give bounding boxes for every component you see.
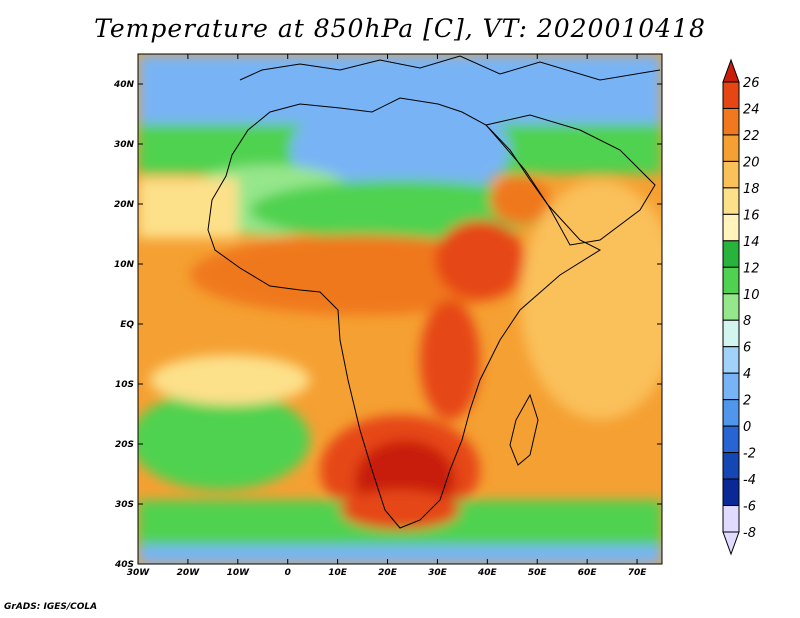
plot-frame bbox=[137, 53, 663, 565]
africa-coastline bbox=[207, 97, 602, 529]
colorbar-label: 8 bbox=[743, 314, 751, 329]
field-south-atlantic-green bbox=[138, 390, 310, 490]
colorbar-label: 4 bbox=[743, 367, 751, 382]
colorbar-label: 14 bbox=[743, 235, 760, 250]
colorbar-top-arrow bbox=[722, 58, 740, 83]
colorbar-label: 18 bbox=[743, 182, 760, 197]
colorbar-label: 26 bbox=[743, 76, 760, 91]
lat-tick-label: 10S bbox=[115, 380, 134, 390]
lon-tick-label: 30W bbox=[127, 568, 151, 578]
colorbar-label: -4 bbox=[743, 473, 756, 488]
colorbar-label: 12 bbox=[743, 261, 760, 276]
colorbar-label: 6 bbox=[743, 341, 751, 356]
colorbar-label: 22 bbox=[743, 129, 760, 144]
field-band-south-blue bbox=[138, 545, 662, 564]
colorbar-swatch bbox=[722, 240, 740, 268]
colorbar-label: 2 bbox=[743, 394, 751, 409]
field-cape-hot bbox=[340, 490, 460, 530]
lon-tick-label: 60E bbox=[578, 568, 598, 578]
lat-tick-label: EQ bbox=[120, 320, 134, 330]
map-title: Temperature at 850hPa [C], VT: 202001041… bbox=[94, 14, 706, 43]
colorbar-swatch bbox=[722, 293, 740, 321]
lon-tick-label: 20W bbox=[177, 568, 201, 578]
colorbar-swatch bbox=[722, 372, 740, 401]
lat-tick-label: 30S bbox=[115, 500, 134, 510]
colorbar-swatch bbox=[722, 505, 740, 533]
colorbar-label: 24 bbox=[743, 102, 760, 117]
temperature-field bbox=[138, 54, 662, 564]
lon-tick-label: 30E bbox=[428, 568, 448, 578]
colorbar-swatch bbox=[722, 399, 740, 427]
lon-tick-label: 20E bbox=[378, 568, 398, 578]
lat-tick-label: 30N bbox=[114, 140, 135, 150]
colorbar-swatch bbox=[722, 81, 740, 109]
colorbar-swatch bbox=[722, 160, 740, 189]
field-ethiopia-hot bbox=[435, 220, 525, 300]
colorbar-label: -6 bbox=[743, 500, 756, 515]
longitude-axis: 30W 20W 10W 0 10E 20E 30E 40E 50E 60E 70E bbox=[127, 54, 647, 578]
credit-text: GrADS: IGES/COLA bbox=[4, 602, 98, 612]
lat-tick-label: 40S bbox=[114, 560, 134, 570]
lat-tick-label: 20N bbox=[114, 200, 135, 210]
field-atlantic-yellow bbox=[138, 178, 238, 238]
colorbar-label: 0 bbox=[743, 420, 751, 435]
lat-tick-label: 40N bbox=[113, 80, 135, 90]
field-arabia-warm bbox=[490, 175, 550, 225]
colorbar-swatch bbox=[722, 425, 740, 454]
arabia-coastline bbox=[485, 114, 656, 246]
colorbar-label: -2 bbox=[743, 447, 756, 462]
field-rift-hot bbox=[420, 300, 480, 420]
colorbar-swatch bbox=[722, 478, 740, 507]
madagascar-coastline bbox=[509, 393, 539, 466]
lat-tick-label: 20S bbox=[115, 440, 134, 450]
colorbar-label: 10 bbox=[743, 288, 760, 303]
field-indian-ocean bbox=[520, 180, 662, 420]
colorbar-swatch bbox=[722, 319, 740, 348]
field-sahara-cold bbox=[290, 95, 510, 205]
colorbar-swatch bbox=[722, 107, 740, 136]
colorbar-swatch bbox=[722, 346, 740, 374]
lon-tick-label: 40E bbox=[477, 568, 498, 578]
latitude-axis: 40N 30N 20N 10N EQ 10S 20S 30S 40S bbox=[113, 80, 662, 570]
lon-tick-label: 70E bbox=[628, 568, 648, 578]
field-south-atlantic-yellow bbox=[150, 355, 310, 405]
lon-tick-label: 10W bbox=[227, 568, 251, 578]
colorbar-label: 16 bbox=[743, 208, 760, 223]
colorbar-bottom-arrow bbox=[722, 531, 740, 556]
lon-tick-label: 0 bbox=[285, 568, 291, 578]
europe-coastline bbox=[239, 55, 661, 81]
colorbar-swatch bbox=[722, 187, 740, 215]
lon-tick-label: 50E bbox=[528, 568, 548, 578]
lon-tick-label: 10E bbox=[328, 568, 348, 578]
lat-tick-label: 10N bbox=[114, 260, 135, 270]
colorbar-label: 20 bbox=[743, 155, 760, 170]
colorbar-swatch bbox=[722, 452, 740, 480]
colorbar-swatch bbox=[722, 266, 740, 295]
colorbar-swatch bbox=[722, 213, 740, 242]
colorbar-swatch bbox=[722, 134, 740, 162]
colorbar-label: -8 bbox=[743, 526, 756, 541]
